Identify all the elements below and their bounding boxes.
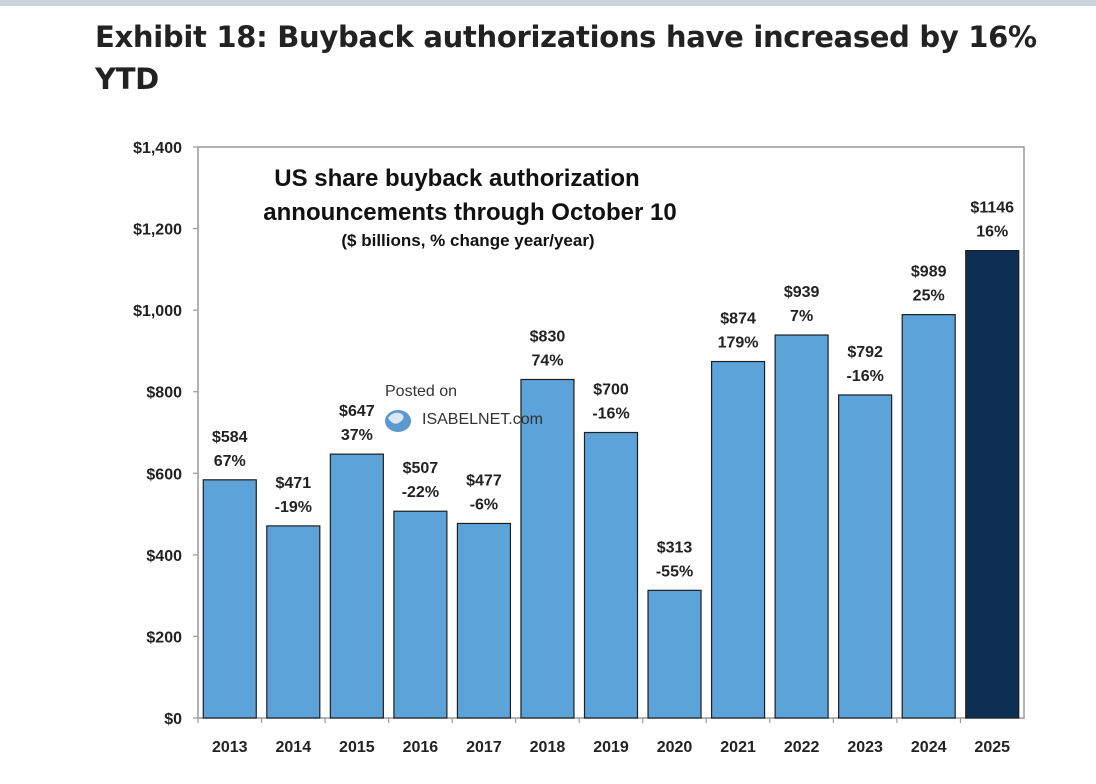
pct-label-2019: -16% (592, 406, 629, 423)
x-tick-label: 2024 (911, 739, 947, 756)
bar-2022 (774, 334, 829, 719)
y-tick-label: $600 (146, 466, 182, 483)
pct-label-2020: -55% (656, 563, 693, 580)
bar-2017 (456, 522, 512, 719)
bar-2021 (710, 360, 766, 719)
bar-2024 (901, 314, 956, 719)
value-label-2024: $989 (911, 264, 947, 281)
x-tick-label: 2015 (339, 739, 375, 756)
pct-label-2025: 16% (976, 224, 1008, 241)
chart-title-line2: announcements through October 10 (263, 199, 676, 226)
bar-2016 (393, 510, 448, 719)
y-tick-label: $200 (146, 629, 182, 646)
x-tick-label: 2020 (657, 739, 693, 756)
chart-subtitle: ($ billions, % change year/year) (341, 231, 594, 250)
bar-2014 (266, 525, 321, 719)
value-label-2021: $874 (720, 311, 756, 328)
pct-label-2016: -22% (402, 484, 439, 501)
x-tick-label: 2013 (212, 739, 248, 756)
x-tick-label: 2022 (784, 739, 820, 756)
pct-label-2022: 7% (790, 308, 813, 325)
x-tick-label: 2019 (593, 739, 629, 756)
bar-2025 (965, 249, 1020, 719)
value-label-2023: $792 (847, 344, 883, 361)
pct-label-2017: -6% (470, 496, 498, 513)
chart-title-block: US share buyback authorization announcem… (263, 165, 676, 250)
x-tick-label: 2021 (720, 739, 756, 756)
bar-2019 (583, 431, 639, 719)
bar-2013 (202, 479, 257, 719)
y-tick-label: $1,200 (133, 222, 182, 239)
bar-2018 (520, 378, 575, 719)
pct-label-2014: -19% (275, 499, 312, 516)
value-label-2015: $647 (339, 403, 375, 420)
y-tick-label: $1,000 (133, 303, 182, 320)
bars (202, 249, 1020, 719)
x-tick-label: 2016 (403, 739, 439, 756)
pct-label-2018: 74% (531, 352, 563, 369)
pct-label-2024: 25% (913, 288, 945, 305)
pct-label-2015: 37% (341, 427, 373, 444)
x-tick-label: 2017 (466, 739, 502, 756)
globe-icon (385, 410, 411, 432)
bar-2023 (838, 394, 893, 719)
pct-label-2021: 179% (718, 335, 759, 352)
bar-2020 (647, 589, 702, 719)
x-axis: 2013 2014 2015 2016 2017 2018 2019 2020 2021 2022… (197, 718, 1010, 756)
pct-label-2023: -16% (846, 368, 883, 385)
data-labels: $584 67% $471 -19% $647 37% $507 -22% $477 -6% $83… (212, 200, 1014, 581)
y-tick-label: $800 (146, 385, 182, 402)
value-label-2014: $471 (276, 475, 312, 492)
y-tick-label: $1,400 (133, 140, 182, 157)
value-label-2025: $1146 (970, 200, 1014, 217)
pct-label-2013: 67% (214, 453, 246, 470)
exhibit-title: Exhibit 18: Buyback authorizations have … (95, 20, 1037, 96)
x-tick-label: 2025 (974, 739, 1010, 756)
value-label-2020: $313 (657, 539, 693, 556)
watermark: Posted on ISABELNET.com (385, 383, 543, 432)
x-tick-label: 2014 (276, 739, 312, 756)
y-tick-label: $0 (164, 711, 182, 728)
value-label-2022: $939 (784, 284, 820, 301)
x-tick-label: 2023 (847, 739, 883, 756)
bar-2015 (329, 453, 384, 719)
y-tick-label: $400 (146, 548, 182, 565)
y-axis: $0 $200 $400 $600 $800 $1,000 $1,200 $1,400 (133, 140, 198, 728)
watermark-line2: ISABELNET.com (422, 411, 543, 428)
value-label-2018: $830 (530, 328, 566, 345)
chart-title: US share buyback authorization (274, 165, 639, 192)
value-label-2013: $584 (212, 429, 248, 446)
watermark-line1: Posted on (385, 383, 457, 400)
value-label-2019: $700 (593, 382, 629, 399)
top-rule (0, 0, 1096, 6)
x-tick-label: 2018 (530, 739, 566, 756)
value-label-2017: $477 (466, 472, 502, 489)
value-label-2016: $507 (403, 460, 439, 477)
